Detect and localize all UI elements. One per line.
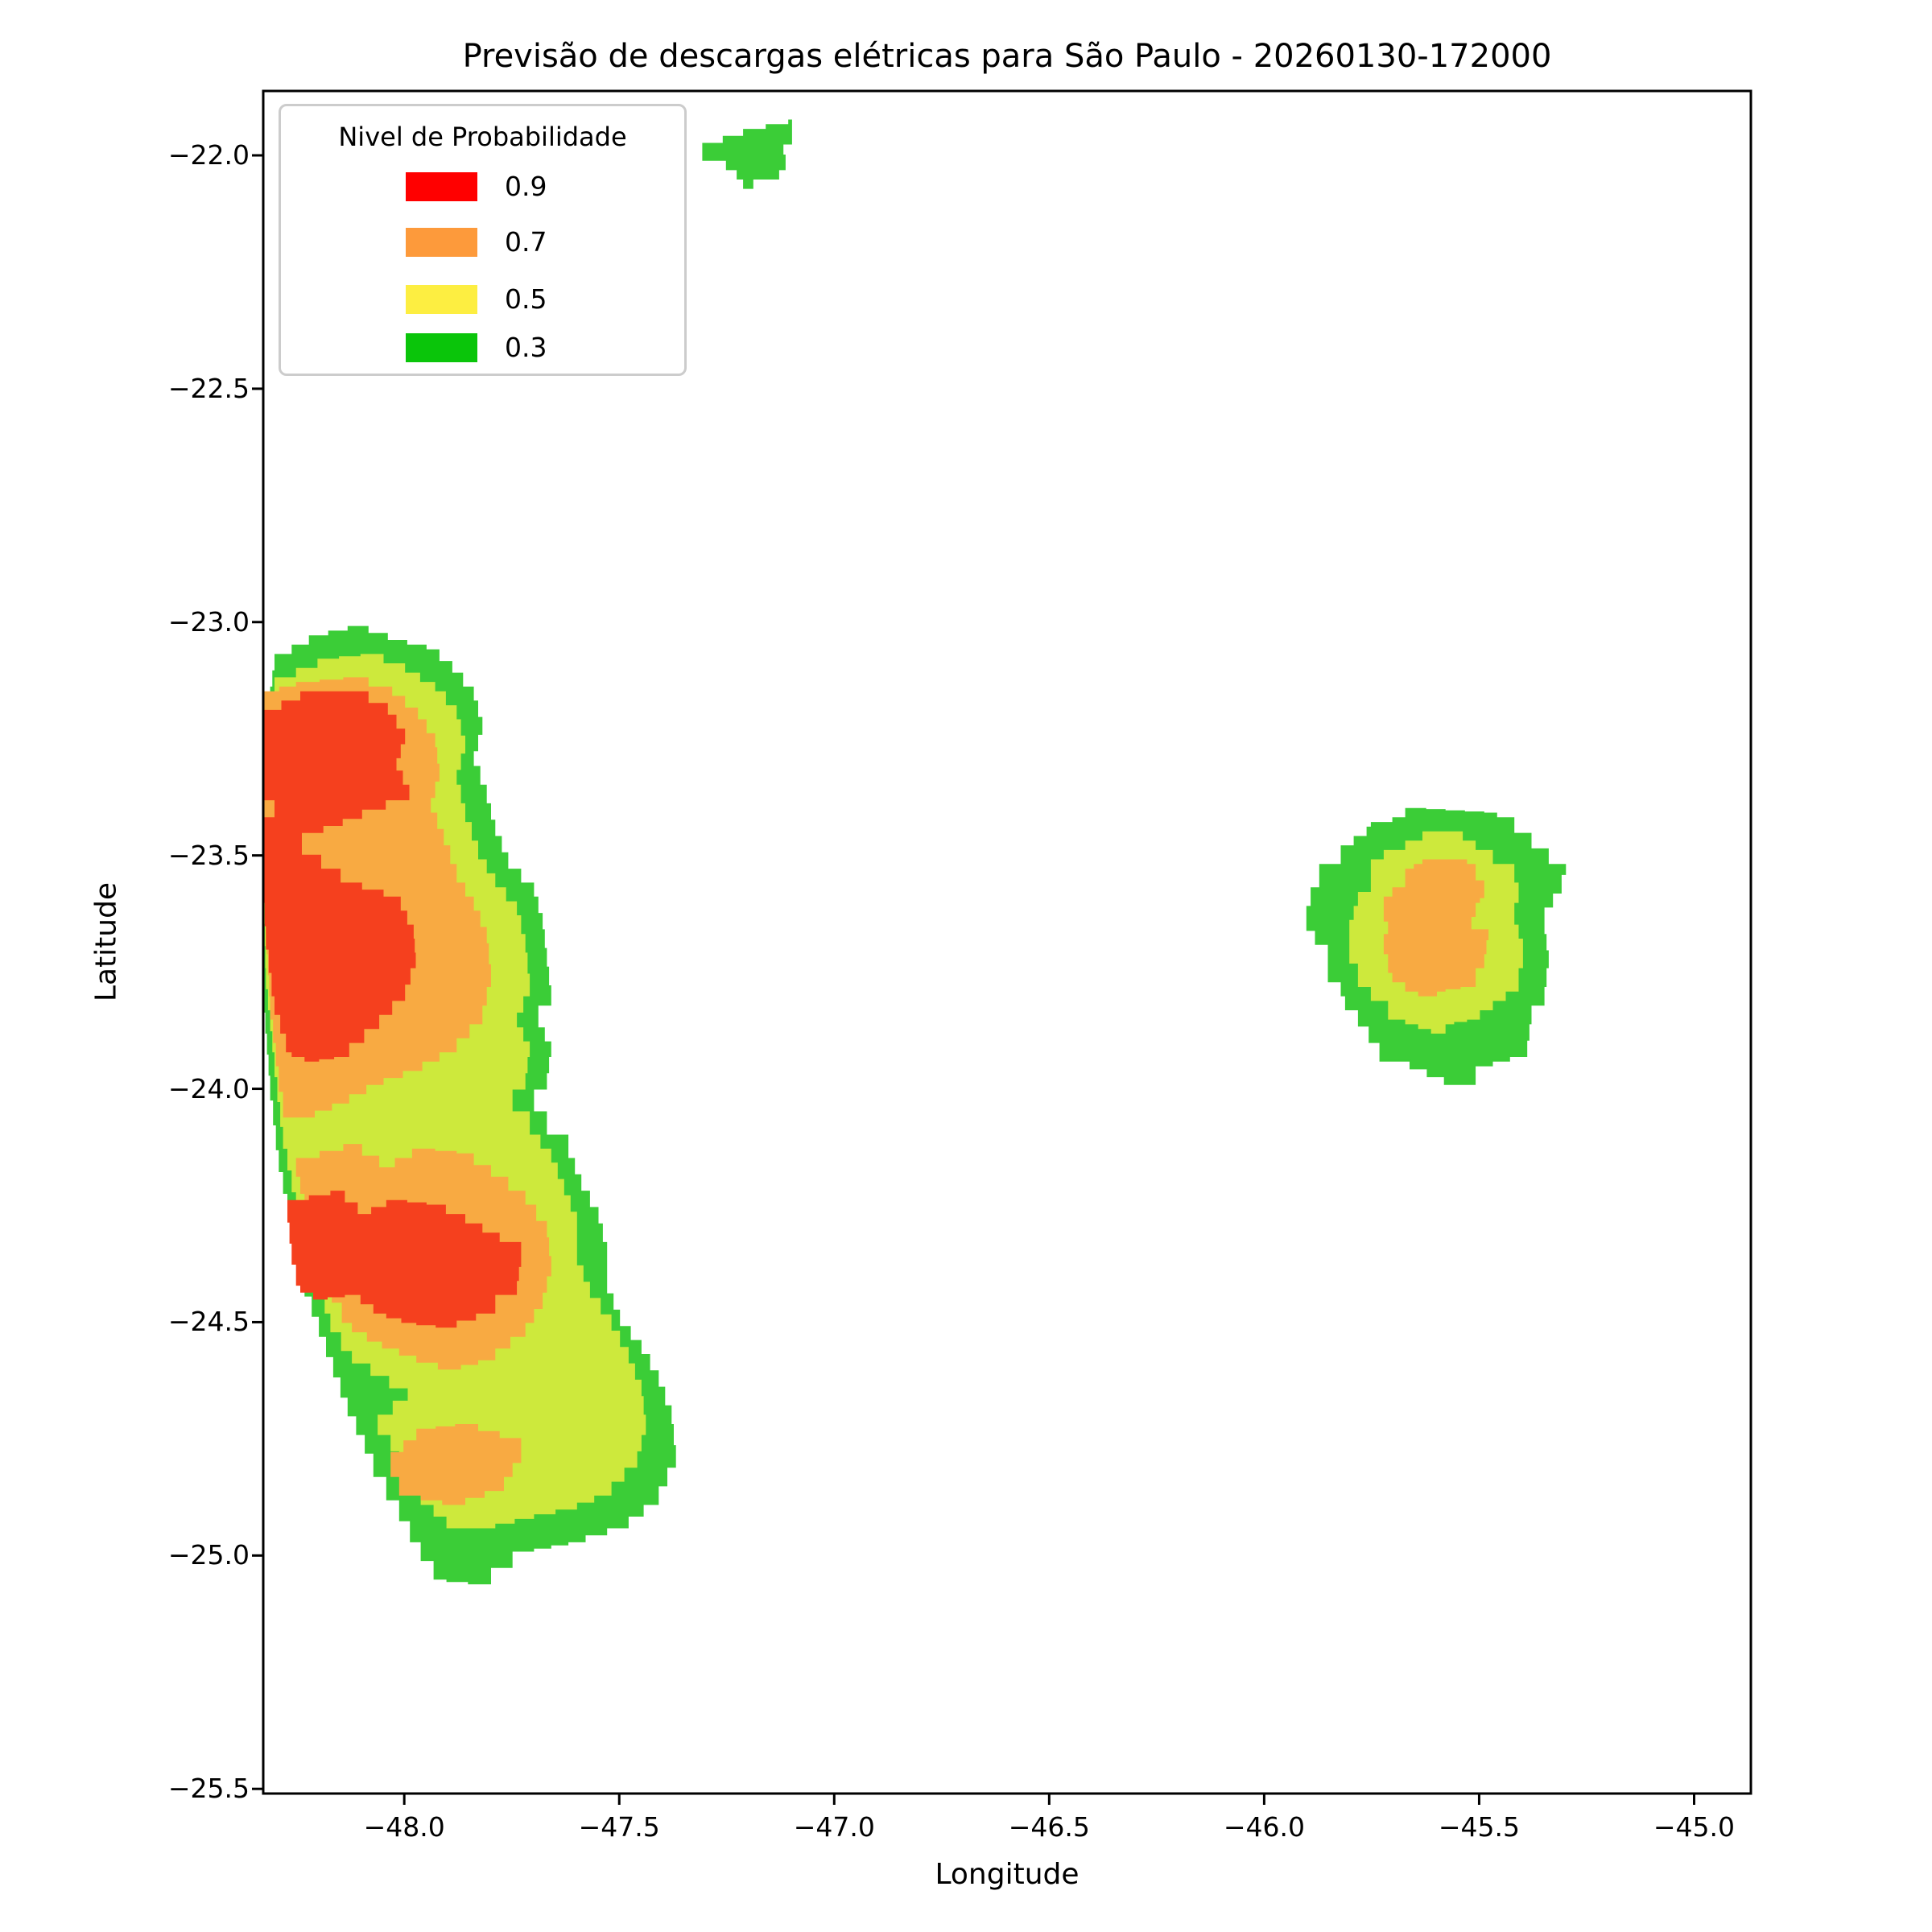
x-tick-label: −45.0	[1653, 1811, 1736, 1843]
y-axis-label: Latitude	[89, 881, 123, 1002]
legend-swatch-0.9	[406, 172, 477, 201]
y-tick-label: −24.0	[167, 1072, 250, 1104]
contour-region-north-cell-prob-0.3	[702, 119, 792, 189]
legend-item-0.5: 0.5	[281, 285, 684, 314]
legend-item-0.7: 0.7	[281, 228, 684, 257]
legend-title: Nivel de Probabilidade	[338, 122, 627, 152]
y-tick-label: −24.5	[167, 1306, 250, 1338]
y-tick-label: −22.0	[167, 139, 250, 171]
x-tick-label: −47.5	[578, 1811, 660, 1843]
legend-item-label: 0.7	[505, 226, 547, 258]
x-tick-label: −46.5	[1008, 1811, 1090, 1843]
legend-item-label: 0.9	[505, 171, 547, 202]
x-tick-label: −47.0	[793, 1811, 875, 1843]
contour-region-west-storm-far-south-prob-0.7	[390, 1424, 522, 1505]
x-tick-label: −45.5	[1438, 1811, 1520, 1843]
x-tick-label: −46.0	[1223, 1811, 1305, 1843]
legend-item-label: 0.3	[505, 332, 547, 363]
contour-region-west-storm-south-prob-0.9	[287, 1191, 522, 1328]
legend: Nivel de Probabilidade 0.9 0.7 0.5 0.3	[279, 104, 687, 376]
contour-region-west-storm-north-prob-0.9	[263, 691, 416, 1062]
legend-item-0.3: 0.3	[281, 333, 684, 362]
y-tick-label: −23.0	[167, 605, 250, 638]
legend-swatch-0.3	[406, 333, 477, 362]
y-tick-label: −22.5	[167, 372, 250, 404]
contour-region-east-cell-prob-0.7	[1383, 859, 1489, 997]
x-tick-label: −48.0	[363, 1811, 445, 1843]
y-tick-label: −25.0	[167, 1539, 250, 1571]
y-tick-label: −25.5	[167, 1773, 250, 1805]
x-axis-label: Longitude	[935, 1858, 1080, 1891]
contour-layer	[263, 119, 1567, 1585]
legend-item-label: 0.5	[505, 283, 547, 315]
legend-swatch-0.5	[406, 285, 477, 314]
legend-swatch-0.7	[406, 228, 477, 257]
chart-title: Previsão de descargas elétricas para São…	[462, 38, 1552, 75]
legend-item-0.9: 0.9	[281, 172, 684, 201]
y-tick-label: −23.5	[167, 839, 250, 871]
axes-border	[262, 89, 1752, 1795]
